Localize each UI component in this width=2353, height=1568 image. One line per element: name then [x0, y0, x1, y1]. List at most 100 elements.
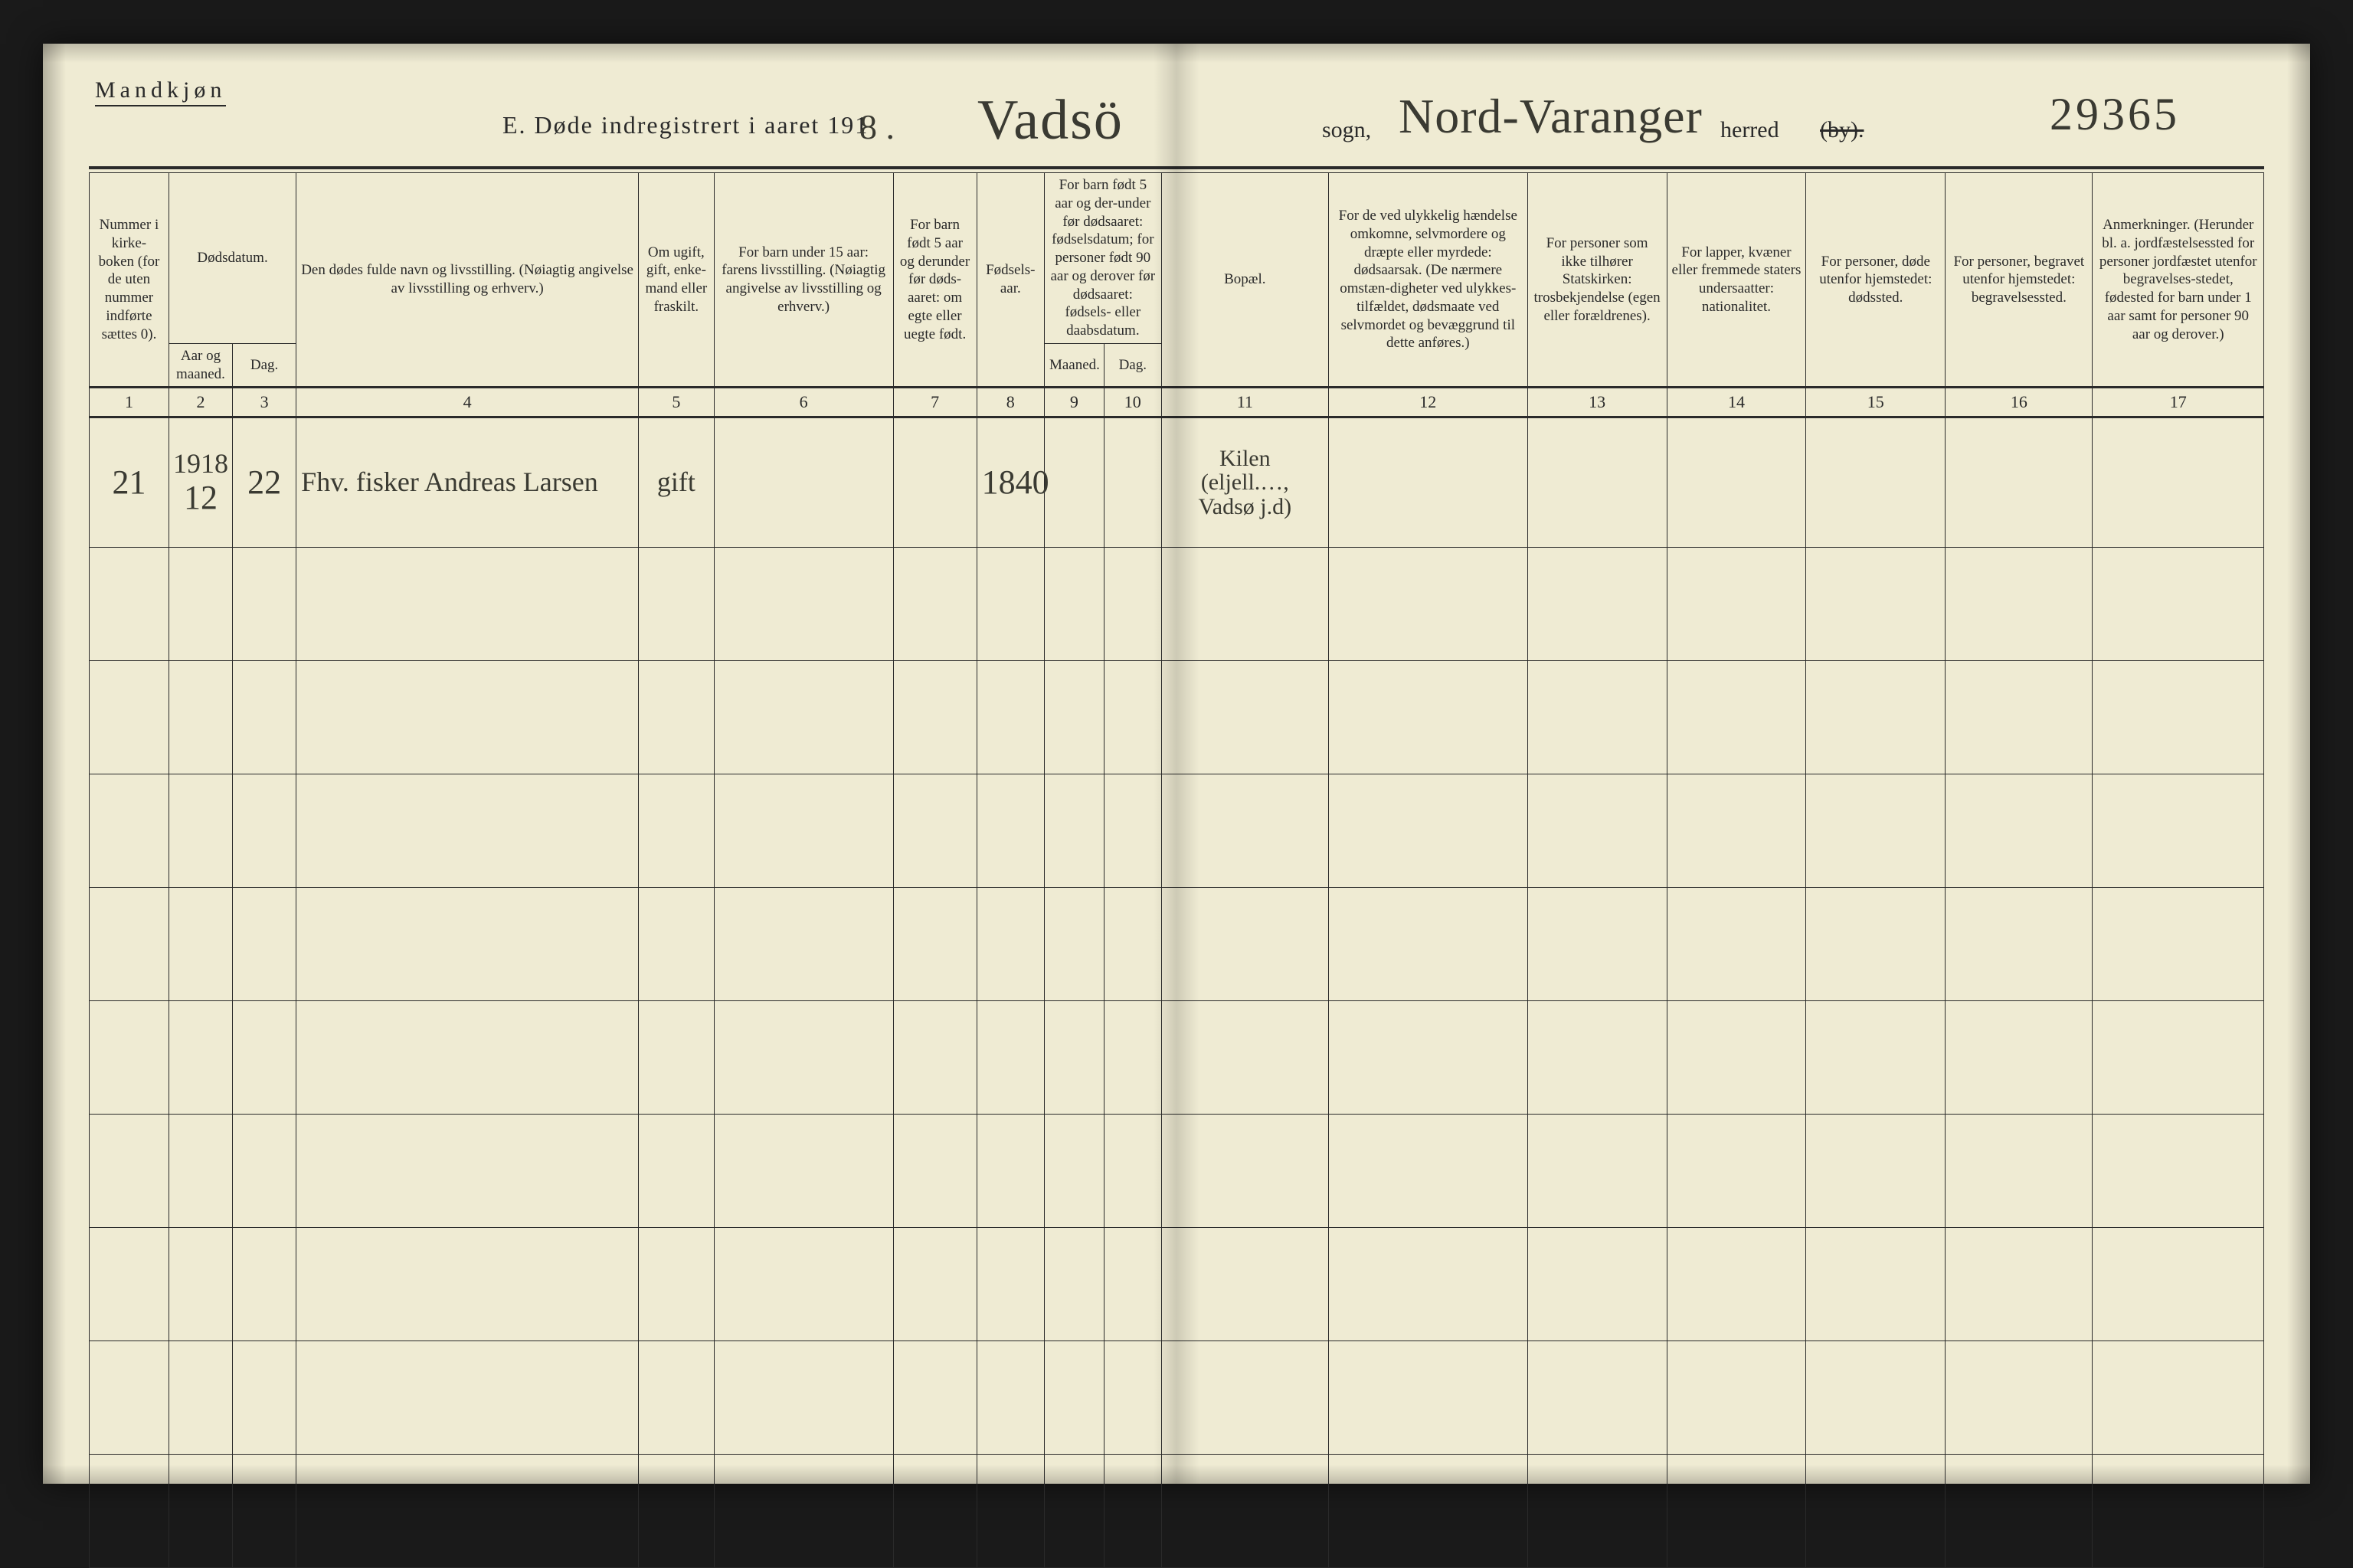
table-cell [169, 1454, 232, 1567]
table-cell [639, 887, 715, 1000]
table-cell [1104, 660, 1161, 774]
table-cell [90, 1114, 169, 1227]
col-head-17: Anmerkninger. (Herunder bl. a. jordfæste… [2093, 173, 2264, 388]
table-row [90, 1000, 2264, 1114]
table-cell [1161, 887, 1328, 1000]
table-cell [639, 1227, 715, 1340]
table-cell: 1840 [977, 417, 1044, 547]
table-cell [296, 1340, 639, 1454]
table-cell [893, 660, 977, 774]
table-cell [90, 1454, 169, 1567]
table-cell [1328, 417, 1527, 547]
table-cell [1946, 1114, 2093, 1227]
colnum: 8 [977, 388, 1044, 417]
table-cell [1104, 417, 1161, 547]
table-cell [2093, 887, 2264, 1000]
table-cell [1946, 547, 2093, 660]
table-cell [977, 774, 1044, 887]
table-cell: 191812 [169, 417, 232, 547]
table-cell [2093, 1000, 2264, 1114]
table-cell [639, 1000, 715, 1114]
table-cell [1806, 1340, 1946, 1454]
col-head-11: Bopæl. [1161, 173, 1328, 388]
table-cell [639, 547, 715, 660]
table-cell [296, 1454, 639, 1567]
col-head-5: Om ugift, gift, enke-mand eller fraskilt… [639, 173, 715, 388]
table-row [90, 1340, 2264, 1454]
table-cell [639, 1454, 715, 1567]
table-body: 2119181222Fhv. fisker Andreas Larsengift… [90, 417, 2264, 1567]
table-cell [1527, 547, 1667, 660]
table-cell [1527, 1227, 1667, 1340]
table-cell [1527, 1340, 1667, 1454]
col-sub-2b: Dag. [233, 343, 296, 388]
colnum: 6 [714, 388, 893, 417]
table-cell [714, 887, 893, 1000]
column-number-row: 1 2 3 4 5 6 7 8 9 10 11 12 13 14 [90, 388, 2264, 417]
table-cell [1044, 1340, 1104, 1454]
table-cell [1946, 660, 2093, 774]
page-content: Mandkjøn E. Døde indregistrert i aaret 1… [89, 74, 2264, 1438]
table-cell [1104, 1227, 1161, 1340]
colnum: 13 [1527, 388, 1667, 417]
col-head-1: Nummer i kirke-boken (for de uten nummer… [90, 173, 169, 388]
table-cell [1328, 660, 1527, 774]
table-cell [714, 774, 893, 887]
table-cell [169, 660, 232, 774]
table-cell [1946, 1227, 2093, 1340]
table-cell [977, 660, 1044, 774]
col-head-4: Den dødes fulde navn og livsstilling. (N… [296, 173, 639, 388]
table-cell [296, 547, 639, 660]
table-cell [893, 1340, 977, 1454]
table-row [90, 1454, 2264, 1567]
year-handwritten: 8 . [859, 106, 895, 147]
col-head-16: For personer, begravet utenfor hjemstede… [1946, 173, 2093, 388]
table-cell [233, 1114, 296, 1227]
table-cell [1044, 887, 1104, 1000]
table-cell [893, 1227, 977, 1340]
table-cell [1161, 1000, 1328, 1114]
colnum: 9 [1044, 388, 1104, 417]
table-cell [1161, 1340, 1328, 1454]
table-cell [893, 547, 977, 660]
table-cell [90, 660, 169, 774]
colnum: 14 [1667, 388, 1806, 417]
colnum: 1 [90, 388, 169, 417]
table-cell [233, 1340, 296, 1454]
table-cell [169, 774, 232, 887]
table-row [90, 660, 2264, 774]
table-cell [233, 547, 296, 660]
table-cell [977, 1227, 1044, 1340]
table-row [90, 547, 2264, 660]
table-cell [296, 1000, 639, 1114]
table-cell [1161, 660, 1328, 774]
table-cell [296, 774, 639, 887]
table-cell [1667, 1227, 1806, 1340]
table-cell [977, 1000, 1044, 1114]
table-cell [977, 1340, 1044, 1454]
table-cell [1044, 1000, 1104, 1114]
ledger-table: Nummer i kirke-boken (for de uten nummer… [89, 172, 2264, 1568]
table-cell [1667, 1000, 1806, 1114]
table-cell [296, 660, 639, 774]
edge-shadow [43, 44, 2310, 63]
sogn-label: sogn, [1322, 117, 1371, 143]
col-head-8: Fødsels-aar. [977, 173, 1044, 388]
col-head-9: For barn født 5 aar og der-under før død… [1044, 173, 1161, 344]
table-cell [1667, 547, 1806, 660]
table-cell [1161, 1114, 1328, 1227]
table-cell [1328, 1340, 1527, 1454]
table-cell [1667, 887, 1806, 1000]
table-cell [893, 417, 977, 547]
herred-label: herred [1720, 117, 1779, 143]
edge-shadow [2287, 44, 2310, 1484]
table-cell [639, 774, 715, 887]
table-cell [893, 1454, 977, 1567]
table-cell [714, 1454, 893, 1567]
gender-label: Mandkjøn [95, 77, 226, 106]
table-cell [296, 1227, 639, 1340]
table-cell [90, 1000, 169, 1114]
page-header: Mandkjøn E. Døde indregistrert i aaret 1… [89, 74, 2264, 166]
col-head-12: For de ved ulykkelig hændelse omkomne, s… [1328, 173, 1527, 388]
table-cell [1044, 1114, 1104, 1227]
